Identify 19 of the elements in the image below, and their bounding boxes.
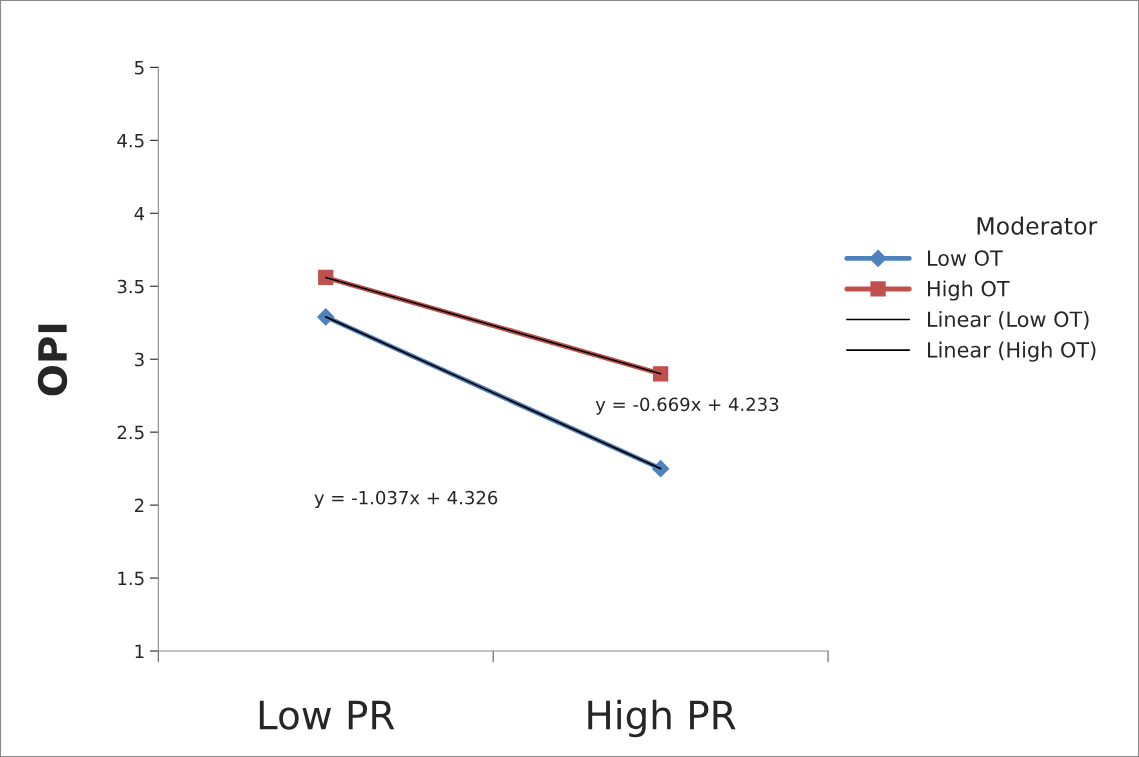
y-tick-label: 5	[135, 61, 144, 75]
legend-label: Low OT	[928, 250, 1003, 266]
legend-label: Linear (Low OT)	[928, 311, 1089, 330]
annotation: y = -0.669x + 4.233	[595, 397, 779, 415]
x-tick-label: Low PR	[259, 700, 395, 730]
y-tick-label: 1	[135, 644, 144, 658]
legend-title: Moderator	[977, 216, 1098, 235]
legend-label: Linear (High OT)	[928, 341, 1096, 362]
legend-label: High OT	[928, 280, 1010, 301]
y-tick-label: 1.5	[118, 571, 144, 586]
x-tick-label: High PR	[588, 699, 736, 738]
y-tick-label: 3	[135, 352, 144, 367]
y-axis-title: OPI	[37, 324, 68, 396]
y-tick-label: 4.5	[117, 134, 144, 148]
y-tick-label: 3.5	[117, 279, 144, 294]
annotation: y = -1.037x + 4.326	[314, 490, 498, 509]
y-tick-label: 2.5	[117, 425, 144, 440]
y-tick-label: 2	[134, 498, 144, 512]
y-tick-label: 4	[134, 206, 145, 221]
